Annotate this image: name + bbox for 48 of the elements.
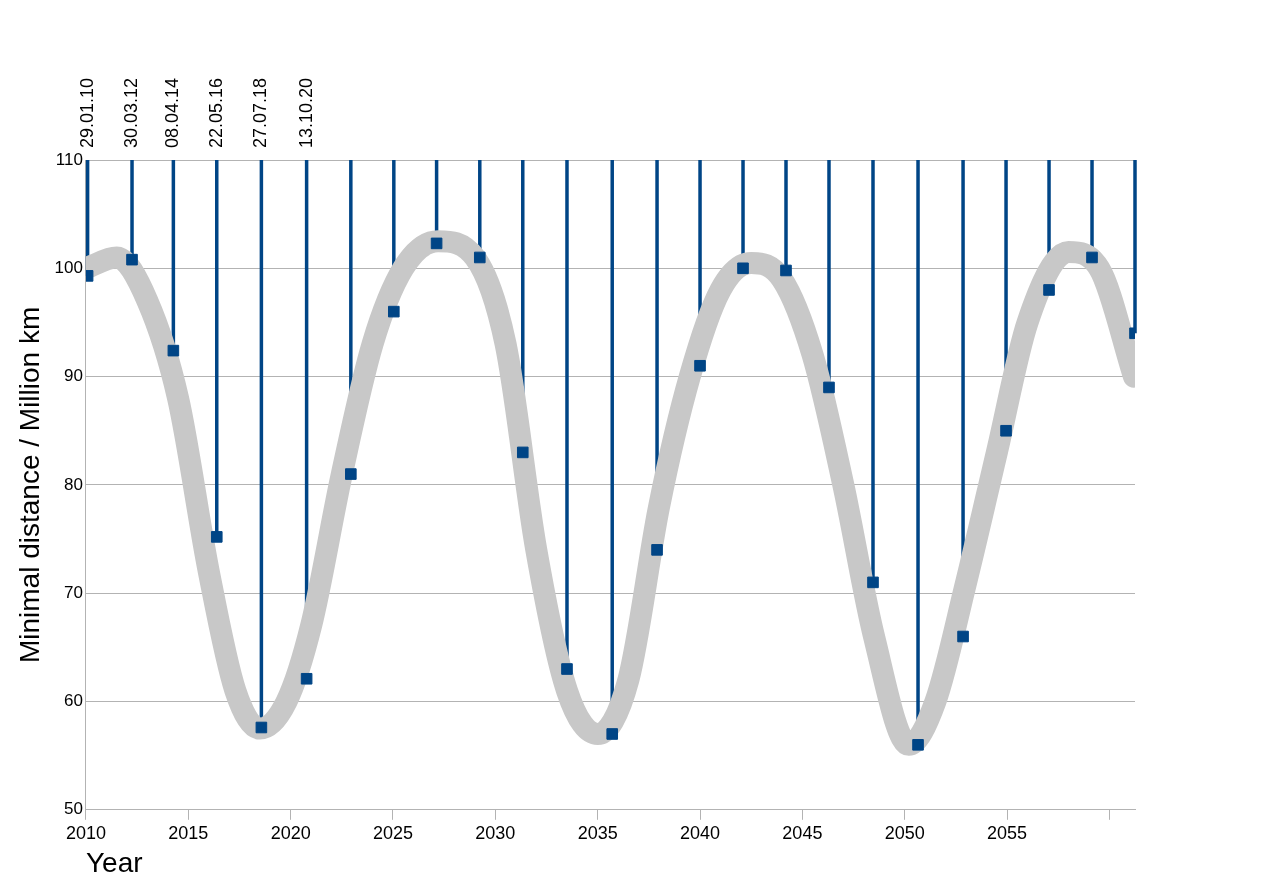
point bbox=[1043, 284, 1055, 296]
point bbox=[651, 544, 663, 556]
x-tick-label: 2025 bbox=[372, 822, 414, 843]
x-tick-label: 2045 bbox=[782, 822, 823, 843]
point bbox=[300, 672, 313, 685]
point bbox=[957, 630, 969, 643]
point bbox=[516, 446, 529, 459]
point bbox=[167, 344, 180, 357]
x-tick-label: 2020 bbox=[270, 822, 311, 843]
x-tick-label: 2040 bbox=[680, 822, 721, 843]
x-tick-label: 2030 bbox=[475, 822, 516, 843]
point bbox=[1086, 251, 1098, 264]
y-tick-label: 60 bbox=[64, 691, 83, 711]
x-tick-label: 2055 bbox=[987, 822, 1028, 843]
x-tick-label: 2015 bbox=[168, 822, 209, 843]
point bbox=[912, 739, 924, 751]
y-tick-label: 110 bbox=[55, 149, 83, 169]
point bbox=[780, 264, 792, 277]
text: 27.07.18 bbox=[250, 77, 271, 148]
point bbox=[823, 381, 835, 394]
point bbox=[473, 251, 486, 264]
point bbox=[737, 262, 749, 275]
y-tick-label: 90 bbox=[64, 366, 83, 386]
point bbox=[867, 576, 879, 589]
text: 13.10.20 bbox=[295, 77, 316, 148]
text: 30.03.12 bbox=[120, 77, 141, 148]
x-tick-label: 2010 bbox=[65, 822, 106, 843]
point bbox=[345, 468, 357, 480]
x-tick-label: 2050 bbox=[884, 822, 925, 843]
y-tick-label: 100 bbox=[54, 257, 83, 277]
text: 29.01.10 bbox=[76, 77, 97, 148]
point bbox=[388, 305, 400, 318]
x-tick-label: 2035 bbox=[577, 822, 618, 843]
y-tick-label: 50 bbox=[64, 799, 83, 819]
point bbox=[561, 663, 573, 675]
y-tick-label: 80 bbox=[64, 474, 83, 494]
point bbox=[210, 531, 223, 543]
point bbox=[126, 253, 138, 266]
point bbox=[255, 721, 268, 734]
y-tick-label: 70 bbox=[64, 582, 83, 602]
text: 22.05.16 bbox=[205, 77, 226, 148]
y-axis-title: Minimal distance / Million km bbox=[13, 306, 45, 664]
point bbox=[606, 728, 619, 740]
point bbox=[430, 237, 443, 250]
x-axis-title: Year bbox=[85, 846, 143, 878]
point bbox=[694, 359, 706, 372]
text: 08.04.14 bbox=[162, 77, 183, 148]
point bbox=[1000, 424, 1012, 437]
